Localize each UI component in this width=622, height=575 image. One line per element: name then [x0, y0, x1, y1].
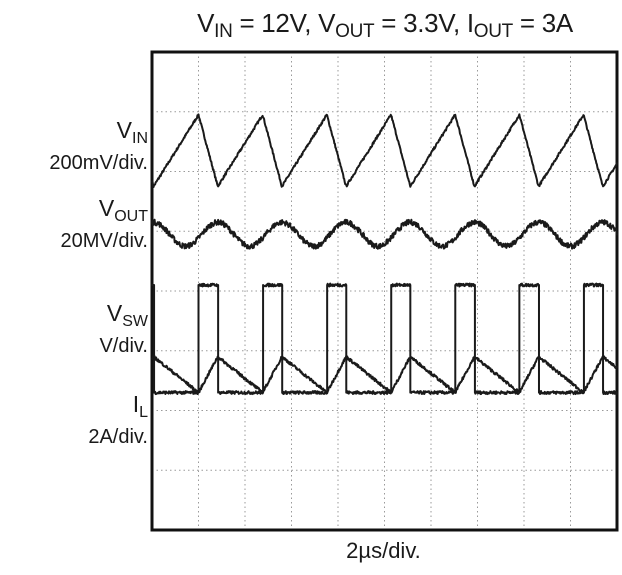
vsw-scale: V/div. — [99, 335, 148, 357]
vsw-channel-label: VSW V/div. — [99, 300, 148, 358]
vout-scale: 20MV/div. — [60, 230, 148, 252]
vsw-trace — [151, 282, 618, 396]
vin-scale: 200mV/div. — [49, 152, 148, 174]
plot-frame — [150, 50, 619, 532]
vin-trace — [151, 113, 618, 189]
vout-trace — [151, 218, 618, 250]
vout-channel-label: VOUT 20MV/div. — [60, 195, 148, 253]
il-trace — [151, 354, 618, 395]
x-axis-label: 2µs/div. — [346, 538, 421, 563]
vin-channel-label: VIN 200mV/div. — [49, 117, 148, 175]
il-channel-label: IL 2A/div. — [88, 391, 148, 449]
il-scale: 2A/div. — [88, 426, 148, 448]
chart-title: VIN = 12V, VOUT = 3.3V, IOUT = 3A — [197, 8, 573, 42]
